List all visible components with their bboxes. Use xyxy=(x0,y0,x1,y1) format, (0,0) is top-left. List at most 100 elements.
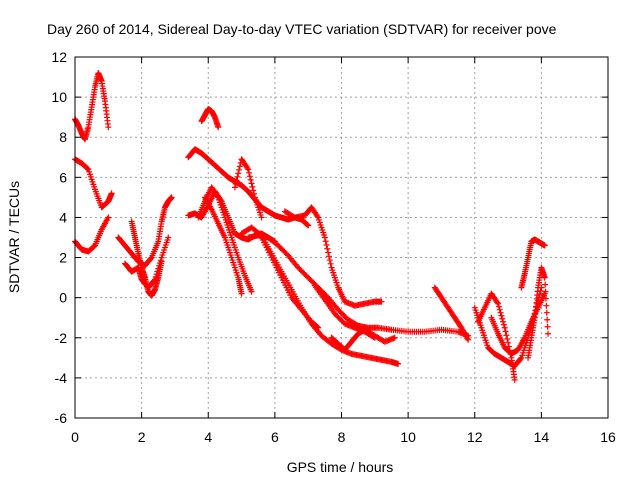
data-point xyxy=(541,242,548,249)
x-tick-label: 16 xyxy=(600,429,616,445)
data-points xyxy=(72,70,552,383)
data-point xyxy=(248,180,255,187)
data-point xyxy=(495,300,502,307)
data-point xyxy=(215,124,222,131)
data-point xyxy=(494,299,501,306)
series-sat-X xyxy=(525,264,552,361)
data-point xyxy=(233,177,240,184)
y-tick-label: 2 xyxy=(59,250,67,266)
series-sat-F xyxy=(128,218,165,299)
grid xyxy=(75,57,608,418)
data-point xyxy=(504,336,511,343)
x-tick-label: 4 xyxy=(204,429,212,445)
data-point xyxy=(324,245,331,252)
y-tick-label: 0 xyxy=(59,290,67,306)
x-tick-label: 10 xyxy=(400,429,416,445)
y-tick-label: -6 xyxy=(55,410,68,426)
series-sat-H xyxy=(198,106,222,131)
data-point xyxy=(251,190,258,197)
data-point xyxy=(543,309,550,316)
data-point xyxy=(465,336,472,343)
x-axis-title: GPS time / hours xyxy=(287,459,394,475)
data-point xyxy=(542,295,549,302)
series-sat-N xyxy=(245,232,472,339)
data-point xyxy=(147,255,154,262)
data-point xyxy=(236,166,243,173)
data-point xyxy=(545,330,552,337)
data-point xyxy=(503,332,510,339)
data-point xyxy=(214,193,221,200)
data-point xyxy=(246,169,253,176)
data-point xyxy=(500,318,507,325)
series-sat-O xyxy=(258,234,322,331)
data-point xyxy=(497,309,504,316)
x-tick-label: 14 xyxy=(534,429,550,445)
data-point xyxy=(231,184,238,191)
data-point xyxy=(517,355,524,362)
y-axis-title: SDTVAR / TECUs xyxy=(6,181,22,293)
series-sat-W xyxy=(518,236,548,291)
series-sat-U xyxy=(475,290,518,383)
data-point xyxy=(246,173,253,180)
data-point xyxy=(314,213,321,220)
data-point xyxy=(325,249,332,256)
data-point xyxy=(501,324,508,331)
data-point xyxy=(323,242,330,249)
series-sat-K xyxy=(201,194,245,297)
data-point xyxy=(542,281,549,288)
y-tick-label: 8 xyxy=(59,129,67,145)
data-point xyxy=(505,339,512,346)
data-point xyxy=(165,234,172,241)
x-tick-label: 6 xyxy=(271,429,279,445)
series-sat-J xyxy=(195,184,255,295)
data-point xyxy=(322,238,329,245)
data-point xyxy=(238,290,245,297)
data-point xyxy=(321,234,328,241)
data-point xyxy=(108,190,115,197)
data-point xyxy=(541,274,548,281)
x-tick-label: 0 xyxy=(71,429,79,445)
data-point xyxy=(500,321,507,328)
data-point xyxy=(315,324,322,331)
data-point xyxy=(304,221,311,228)
data-point xyxy=(391,334,398,341)
data-point xyxy=(544,316,551,323)
data-point xyxy=(378,298,385,305)
data-point xyxy=(236,163,243,170)
data-point xyxy=(326,257,333,264)
y-tick-label: 6 xyxy=(59,169,67,185)
data-point xyxy=(542,288,549,295)
data-point xyxy=(84,165,91,172)
data-point xyxy=(232,180,239,187)
x-tick-label: 2 xyxy=(138,429,146,445)
series-sat-C xyxy=(72,214,112,255)
data-point xyxy=(327,260,334,267)
data-point xyxy=(245,166,252,173)
series-sat-P xyxy=(281,204,385,309)
data-point xyxy=(544,323,551,330)
chart-title: Day 260 of 2014, Sidereal Day-to-day VTE… xyxy=(47,21,557,37)
series-sat-A xyxy=(72,70,112,143)
data-point xyxy=(499,315,506,322)
data-point xyxy=(495,303,502,310)
series-sat-R xyxy=(328,326,398,353)
data-point xyxy=(249,183,256,190)
data-point xyxy=(305,222,312,229)
data-point xyxy=(258,214,265,221)
data-point xyxy=(105,124,112,131)
y-tick-label: -4 xyxy=(55,370,68,386)
y-tick-label: 4 xyxy=(59,209,67,225)
data-point xyxy=(314,323,321,330)
data-point xyxy=(326,253,333,260)
data-point xyxy=(498,312,505,319)
data-point xyxy=(234,173,241,180)
axis-ticks: 0 2 4 6 8 10 12 14 16 -6 -4 -2 0 2 4 6 8 10 12 xyxy=(51,49,616,445)
data-point xyxy=(496,306,503,313)
data-point xyxy=(168,194,175,201)
data-point xyxy=(511,376,518,383)
series-sat-S xyxy=(431,284,472,343)
series-sat-L xyxy=(231,156,265,221)
data-point xyxy=(248,288,255,295)
y-tick-label: 10 xyxy=(51,89,67,105)
